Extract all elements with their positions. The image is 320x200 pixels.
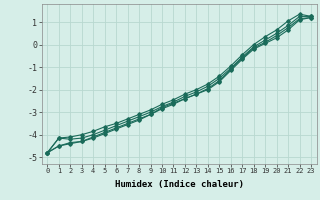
X-axis label: Humidex (Indice chaleur): Humidex (Indice chaleur) (115, 180, 244, 189)
